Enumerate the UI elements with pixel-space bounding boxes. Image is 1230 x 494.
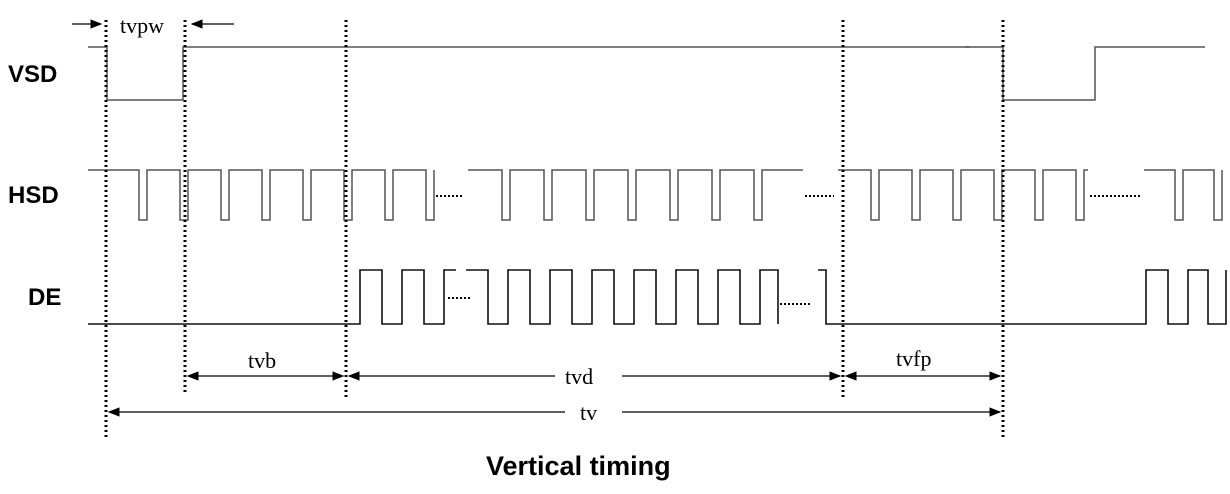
waveform-segment [88, 169, 435, 221]
tvpw-label: tvpw [120, 13, 164, 38]
hsd-label: HSD [8, 182, 59, 209]
waveform-segment [88, 269, 456, 325]
vsd-label: VSD [8, 61, 57, 88]
tvb-label: tvb [248, 348, 276, 373]
de-waveform [88, 269, 1227, 325]
vsd-waveform [88, 46, 1205, 101]
waveform-segment [468, 169, 803, 221]
hsd-waveform [88, 169, 1223, 221]
tvfp-label: tvfp [896, 346, 931, 371]
de-label: DE [28, 284, 61, 311]
waveform-segment [1144, 169, 1223, 221]
tvd-label: tvd [565, 364, 593, 389]
diagram-caption: Vertical timing [486, 451, 671, 481]
tv-label: tv [580, 400, 597, 425]
waveform-segment [818, 269, 1227, 325]
ellipsis-dots [436, 195, 1142, 305]
timing-guides [104, 20, 1005, 438]
waveform-segment [838, 169, 1088, 221]
waveform-segment [466, 269, 779, 325]
